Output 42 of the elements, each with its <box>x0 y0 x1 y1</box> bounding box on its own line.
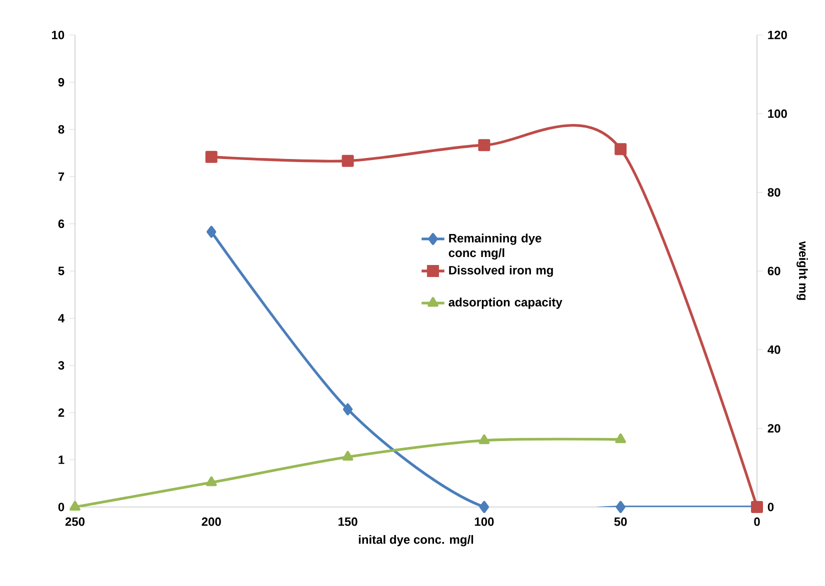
x-axis-title: inital dye conc. mg/l <box>358 535 474 546</box>
point <box>342 403 353 416</box>
y2-axis-title: weight mg <box>796 241 808 300</box>
point <box>342 450 354 461</box>
point <box>70 501 80 511</box>
y2-tick-label: 120 <box>768 30 787 40</box>
y2-tick-label: 60 <box>768 266 780 276</box>
y-tick-label: 1 <box>58 456 64 464</box>
x-tick-label: 250 <box>65 517 85 526</box>
y2-tick-label: 0 <box>768 502 774 512</box>
legend-label: Dissolved iron mg <box>449 266 553 277</box>
y-tick-label: 5 <box>58 266 64 276</box>
legend-label: adsorption capacity <box>448 298 562 309</box>
x-tick-label: 200 <box>202 517 221 526</box>
point <box>479 501 490 513</box>
legend-label: Remainning dye conc mg/l <box>448 234 542 260</box>
y2-tick-label: 80 <box>768 188 780 197</box>
point <box>615 434 626 444</box>
y-tick-label: 3 <box>58 361 64 370</box>
point <box>205 150 218 163</box>
x-tick-label: 150 <box>338 517 358 526</box>
x-tick-label: 0 <box>754 517 760 526</box>
point <box>616 501 626 513</box>
point <box>342 154 354 167</box>
point <box>614 143 627 156</box>
y2-tick-label: 100 <box>768 109 787 118</box>
x-tick-label: 50 <box>614 517 627 526</box>
point <box>206 226 216 238</box>
point <box>478 434 490 444</box>
y2-tick-label: 40 <box>768 345 780 354</box>
y-tick-label: 2 <box>58 408 64 417</box>
x-tick-label: 100 <box>474 517 494 526</box>
point <box>478 139 490 152</box>
point <box>206 476 217 486</box>
y-tick-label: 4 <box>58 314 65 322</box>
y2-tick-label: 20 <box>768 424 780 433</box>
y-tick-label: 6 <box>58 220 64 228</box>
y-tick-label: 0 <box>58 502 64 512</box>
y-tick-label: 8 <box>58 125 64 134</box>
y-tick-label: 9 <box>58 78 64 86</box>
y-tick-label: 7 <box>58 172 64 181</box>
y-tick-label: 10 <box>52 30 64 40</box>
